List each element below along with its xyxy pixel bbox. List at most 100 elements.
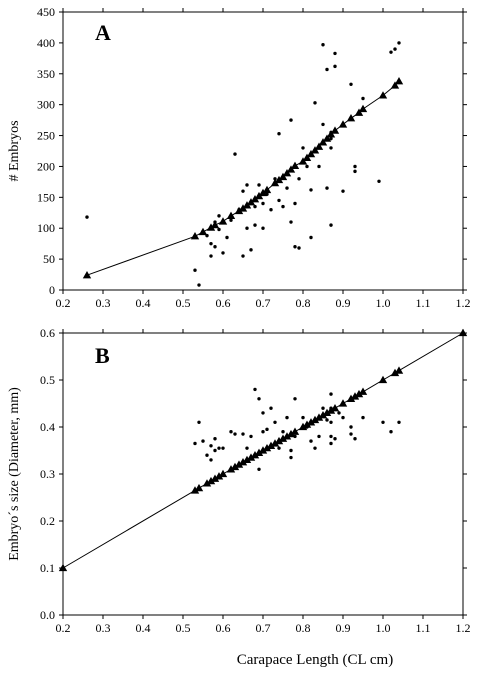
predicted-point xyxy=(282,169,292,177)
predicted-point xyxy=(302,153,312,161)
x-tick-label: 0.6 xyxy=(216,296,231,310)
x-tick-label: 0.5 xyxy=(176,621,191,635)
predicted-point xyxy=(214,472,224,480)
observed-point xyxy=(313,446,317,450)
observed-point xyxy=(217,227,221,232)
observed-point xyxy=(193,268,197,272)
x-axis-label: Carapace Length (CL cm) xyxy=(237,652,393,668)
observed-point xyxy=(341,415,345,420)
predicted-point xyxy=(378,375,388,384)
predicted-point xyxy=(310,146,320,154)
observed-point xyxy=(217,214,221,218)
observed-point xyxy=(209,241,213,246)
observed-point xyxy=(225,235,229,240)
y-tick-label: 0.6 xyxy=(40,326,55,340)
y-axis-label: Embryo´s size (Diameter, mm) xyxy=(7,387,22,561)
predicted-point xyxy=(242,201,252,209)
observed-point xyxy=(285,186,289,190)
observed-point xyxy=(245,446,249,450)
predicted-point xyxy=(226,211,236,220)
predicted-point xyxy=(266,441,276,449)
observed-point xyxy=(205,453,209,457)
observed-point xyxy=(249,248,253,252)
observed-point xyxy=(361,415,365,420)
observed-point xyxy=(289,455,293,460)
predicted-point xyxy=(254,448,264,456)
predicted-point xyxy=(390,368,400,377)
observed-point xyxy=(277,446,281,450)
predicted-point xyxy=(394,76,404,85)
observed-point xyxy=(329,223,333,227)
observed-point xyxy=(245,226,249,230)
observed-point xyxy=(221,251,225,255)
observed-point xyxy=(213,245,217,249)
observed-point xyxy=(329,146,333,150)
y-tick-label: 0.4 xyxy=(40,420,55,434)
x-tick-label: 0.7 xyxy=(256,296,271,310)
y-axis-label: # Embryos xyxy=(7,120,22,181)
plot-frame xyxy=(62,11,464,291)
observed-point xyxy=(289,220,293,224)
observed-point xyxy=(201,439,205,443)
observed-point xyxy=(277,198,281,203)
predicted-point xyxy=(318,411,328,419)
observed-point xyxy=(253,387,257,392)
predicted-point xyxy=(298,422,308,431)
observed-point xyxy=(389,50,393,54)
observed-point xyxy=(321,43,325,47)
plot-frame xyxy=(62,332,464,616)
predicted-point xyxy=(250,451,260,459)
observed-point xyxy=(233,152,237,156)
observed-point xyxy=(289,118,293,122)
y-tick-label: 0.1 xyxy=(40,561,55,575)
predicted-point xyxy=(210,474,220,482)
observed-point xyxy=(349,425,353,429)
panel-b: 0.2 0.3 0.4 0.5 0.6 0.7 0.8 0.9 1.0 1.1 1.2 0.0 0.1 0… xyxy=(7,326,471,635)
observed-point xyxy=(197,283,201,287)
observed-point xyxy=(325,418,329,422)
observed-point xyxy=(241,432,245,436)
panel-label: B xyxy=(95,343,110,368)
predicted-point xyxy=(458,328,468,337)
predicted-point xyxy=(238,458,248,466)
predicted-point xyxy=(230,462,240,471)
y-tick-label: 300 xyxy=(37,98,55,112)
observed-point xyxy=(329,136,333,141)
observed-point xyxy=(305,164,309,169)
fit-curve xyxy=(86,80,400,276)
predicted-point xyxy=(206,476,216,485)
observed-point xyxy=(317,434,321,439)
observed-point xyxy=(221,446,225,450)
predicted-point xyxy=(306,418,316,426)
x-tick-label: 0.2 xyxy=(56,296,71,310)
x-tick-label: 0.7 xyxy=(256,621,271,635)
predicted-point xyxy=(218,469,228,478)
observed-point xyxy=(329,420,333,424)
predicted-point xyxy=(258,188,268,197)
predicted-point xyxy=(350,392,360,400)
predicted-point xyxy=(262,185,272,194)
observed-point xyxy=(213,437,217,441)
observed-point xyxy=(301,146,305,150)
x-tick-label: 0.8 xyxy=(296,296,311,310)
predicted-point xyxy=(58,563,68,572)
observed-point xyxy=(209,254,213,258)
observed-point xyxy=(229,218,233,222)
predicted-point xyxy=(318,138,328,146)
observed-point xyxy=(245,183,249,187)
observed-point xyxy=(269,207,273,212)
observed-point xyxy=(317,164,321,169)
observed-point xyxy=(241,254,245,258)
x-tick-label: 0.9 xyxy=(336,296,351,310)
observed-point xyxy=(257,397,261,401)
observed-point xyxy=(333,51,337,56)
x-tick-label: 0.5 xyxy=(176,296,191,310)
predicted-point xyxy=(326,406,336,414)
predicted-point xyxy=(194,483,204,492)
observed-point xyxy=(353,437,357,441)
observed-point xyxy=(281,430,285,434)
predicted-point xyxy=(234,460,244,468)
predicted-point xyxy=(330,126,340,134)
observed-point xyxy=(261,430,265,434)
x-tick-label: 0.4 xyxy=(136,296,151,310)
